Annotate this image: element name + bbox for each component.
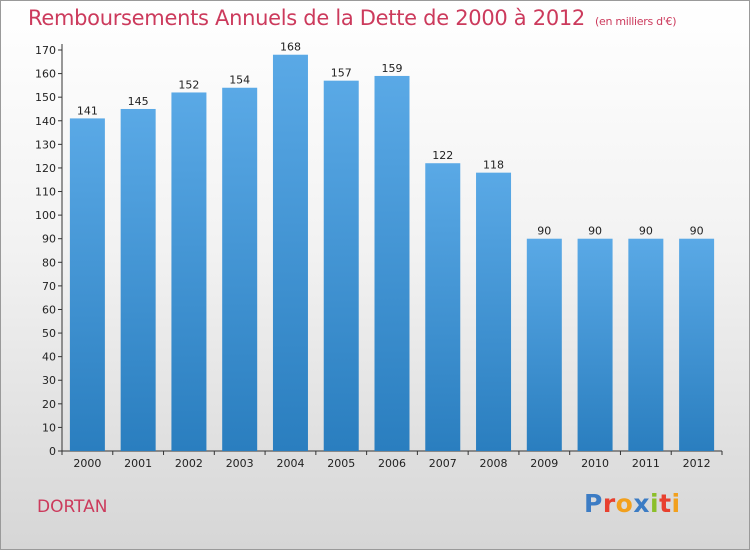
x-tick-label-2008: 2008 [480, 457, 508, 470]
logo-letter: o [615, 489, 634, 518]
chart-title: Remboursements Annuels de la Dette de 20… [28, 6, 676, 30]
value-label-2011: 90 [639, 225, 653, 238]
y-tick-label: 170 [35, 44, 56, 57]
x-tick-label-2004: 2004 [276, 457, 304, 470]
bar-2002 [171, 92, 207, 451]
bar-2000 [69, 118, 105, 451]
proxiti-logo: Proxiti [584, 489, 681, 518]
axes: 0 10 20 30 40 50 60 70 80 90 100 110 120 130 140 150 160… [35, 44, 723, 470]
logo-letter: x [633, 489, 650, 518]
x-tick-label-2003: 2003 [226, 457, 254, 470]
bars [69, 54, 715, 452]
y-tick-label: 20 [42, 398, 56, 411]
y-tick-label: 0 [49, 445, 56, 458]
y-tick-label: 70 [42, 280, 56, 293]
bar-2007 [425, 163, 461, 452]
y-tick-label: 160 [35, 68, 56, 81]
y-tick-label: 60 [42, 303, 56, 316]
y-tick-label: 120 [35, 162, 56, 175]
y-tick-label: 90 [42, 233, 56, 246]
x-tick-label-2009: 2009 [530, 457, 558, 470]
logo-letter: t [659, 489, 672, 518]
y-tick-label: 140 [35, 115, 56, 128]
y-tick-label: 150 [35, 91, 56, 104]
value-label-2007: 122 [432, 149, 453, 162]
x-tick-label-2000: 2000 [73, 457, 101, 470]
y-tick-label: 110 [35, 186, 56, 199]
y-tick-label: 40 [42, 351, 56, 364]
value-label-2002: 152 [178, 78, 199, 91]
title-text: Remboursements Annuels de la Dette de 20… [28, 6, 585, 30]
logo-letter: i [671, 489, 681, 518]
bar-2009 [526, 238, 562, 451]
value-label-2003: 154 [229, 74, 250, 87]
value-label-2004: 168 [280, 41, 301, 54]
bar-2006 [374, 75, 410, 452]
logo-letter: P [584, 489, 603, 518]
y-tick-label: 50 [42, 327, 56, 340]
bar-2012 [679, 238, 715, 451]
y-tick-label: 10 [42, 421, 56, 434]
bar-2004 [272, 54, 308, 451]
bar-2008 [476, 172, 512, 452]
x-tick-label-2007: 2007 [429, 457, 457, 470]
title-unit: (en milliers d'€) [595, 15, 677, 28]
y-tick-label: 130 [35, 138, 56, 151]
value-labels: 141 145 152 154 168 157 159 122 118 90 90 90 90 [77, 41, 704, 238]
bar-2010 [577, 238, 613, 451]
bar-2005 [323, 80, 359, 451]
value-label-2012: 90 [690, 225, 704, 238]
x-tick-label-2010: 2010 [581, 457, 609, 470]
y-tick-label: 100 [35, 209, 56, 222]
logo-letter: i [650, 489, 660, 518]
bar-2001 [120, 108, 156, 452]
value-label-2006: 159 [382, 62, 403, 75]
x-tick-label-2005: 2005 [327, 457, 355, 470]
x-tick-label-2001: 2001 [124, 457, 152, 470]
bar-2011 [628, 238, 664, 451]
value-label-2000: 141 [77, 104, 98, 117]
y-tick-label: 30 [42, 374, 56, 387]
bar-2003 [222, 87, 258, 451]
value-label-2005: 157 [331, 67, 352, 80]
value-label-2008: 118 [483, 159, 504, 172]
y-tick-label: 80 [42, 256, 56, 269]
logo-letter: r [602, 489, 616, 518]
x-tick-label-2012: 2012 [683, 457, 711, 470]
value-label-2010: 90 [588, 225, 602, 238]
x-tick-label-2006: 2006 [378, 457, 406, 470]
x-tick-label-2002: 2002 [175, 457, 203, 470]
value-label-2009: 90 [537, 225, 551, 238]
x-tick-label-2011: 2011 [632, 457, 660, 470]
value-label-2001: 145 [128, 95, 149, 108]
city-name: DORTAN [37, 497, 108, 517]
